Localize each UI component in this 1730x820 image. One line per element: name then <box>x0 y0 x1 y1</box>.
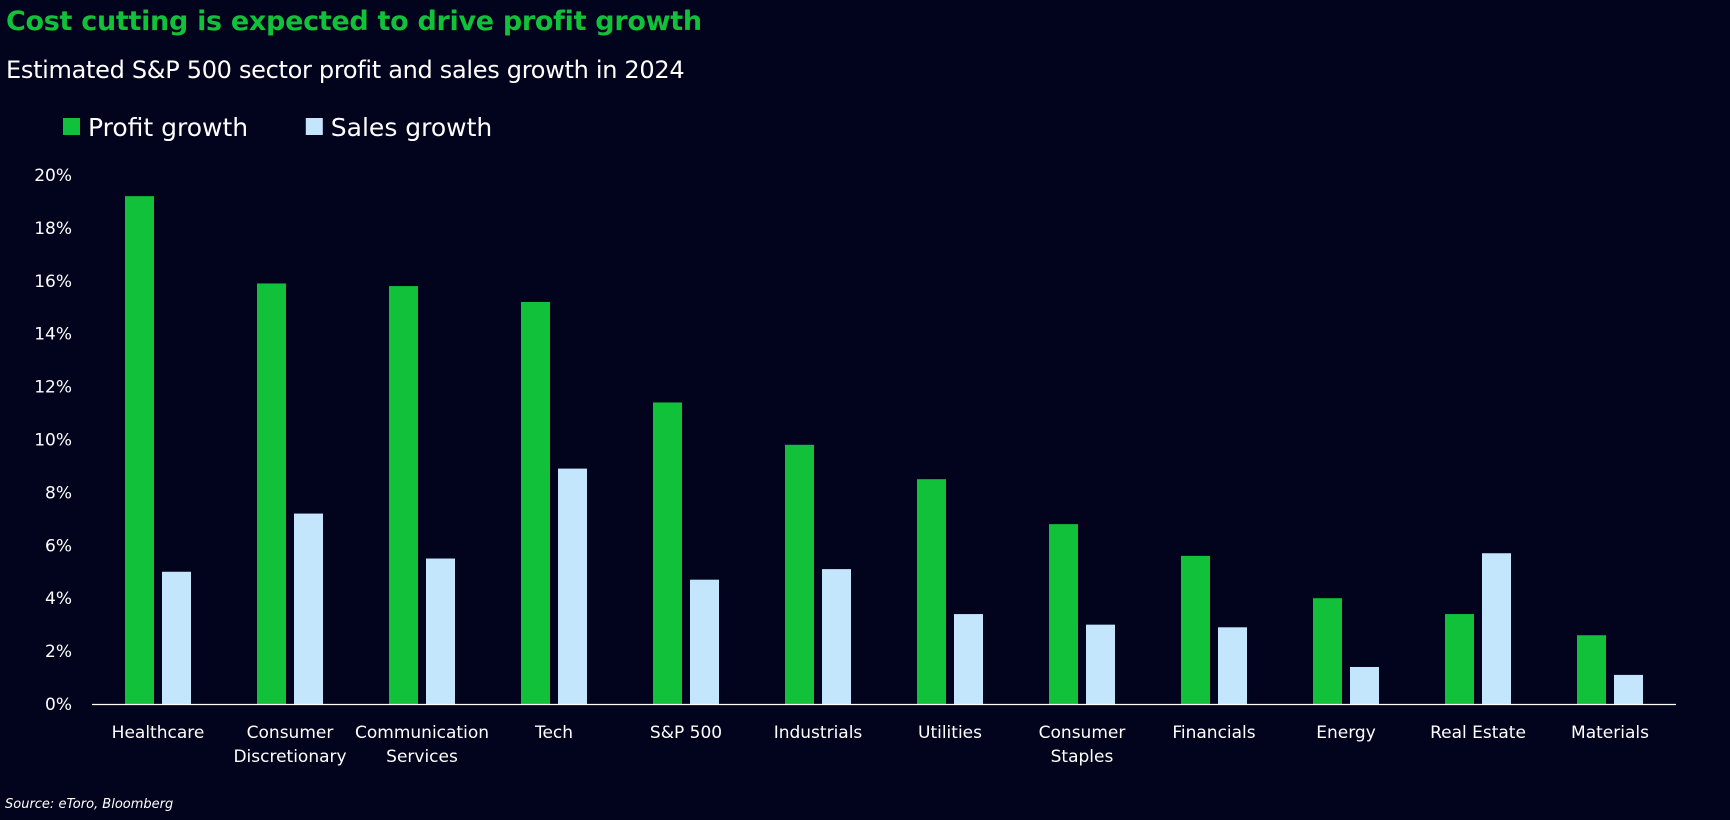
x-category-label: Materials <box>1571 723 1649 743</box>
x-category-label: Industrials <box>774 723 863 743</box>
x-category-label: Consumer <box>1039 723 1126 743</box>
bar-sales-6 <box>954 614 983 704</box>
legend-label-1: Sales growth <box>331 113 492 142</box>
x-category-label: Financials <box>1172 723 1255 743</box>
bar-sales-7 <box>1086 624 1115 704</box>
bar-profit-9 <box>1313 598 1342 704</box>
bar-sales-1 <box>294 513 323 704</box>
bar-profit-11 <box>1577 635 1606 704</box>
y-tick-label: 12% <box>34 378 72 398</box>
chart-title: Cost cutting is expected to drive profit… <box>6 6 702 37</box>
bar-sales-10 <box>1482 553 1511 704</box>
bar-profit-5 <box>785 444 814 704</box>
y-tick-label: 16% <box>34 272 72 292</box>
bar-sales-0 <box>162 571 191 704</box>
x-category-label: Staples <box>1051 747 1114 767</box>
bar-profit-1 <box>257 283 286 704</box>
legend-swatch-1 <box>305 118 323 135</box>
bar-profit-10 <box>1445 614 1474 704</box>
legend-label-0: Profit growth <box>88 113 248 142</box>
x-category-label: Discretionary <box>233 747 346 767</box>
y-tick-label: 4% <box>45 589 72 609</box>
x-category-label: Healthcare <box>112 723 205 743</box>
chart-subtitle: Estimated S&P 500 sector profit and sale… <box>6 56 685 84</box>
bar-sales-3 <box>558 468 587 704</box>
bar-sales-11 <box>1614 674 1643 704</box>
bar-profit-0 <box>125 196 154 704</box>
y-tick-label: 14% <box>34 325 72 345</box>
y-tick-label: 0% <box>45 695 72 715</box>
bar-sales-8 <box>1218 627 1247 704</box>
bar-profit-8 <box>1181 555 1210 704</box>
bar-sales-4 <box>690 579 719 704</box>
bar-profit-6 <box>917 479 946 704</box>
x-category-label: Utilities <box>918 723 982 743</box>
y-tick-label: 6% <box>45 536 72 556</box>
bar-sales-2 <box>426 558 455 704</box>
source-note: Source: eToro, Bloomberg <box>5 797 174 812</box>
y-tick-label: 10% <box>34 431 72 451</box>
bar-profit-4 <box>653 402 682 704</box>
bar-profit-7 <box>1049 524 1078 704</box>
y-tick-label: 20% <box>34 166 72 186</box>
y-tick-label: 2% <box>45 642 72 662</box>
y-tick-label: 8% <box>45 483 72 503</box>
x-category-label: Tech <box>534 723 573 743</box>
x-category-label: Services <box>386 747 458 767</box>
y-tick-label: 18% <box>34 219 72 239</box>
bar-profit-3 <box>521 301 550 704</box>
legend-swatch-0 <box>63 118 80 135</box>
x-category-label: Real Estate <box>1430 723 1526 743</box>
bar-profit-2 <box>389 286 418 704</box>
bar-sales-9 <box>1350 666 1379 704</box>
x-category-label: Communication <box>355 723 489 743</box>
x-category-label: S&P 500 <box>650 723 722 743</box>
bar-sales-5 <box>822 569 851 704</box>
x-category-label: Energy <box>1316 723 1376 743</box>
x-category-label: Consumer <box>247 723 334 743</box>
